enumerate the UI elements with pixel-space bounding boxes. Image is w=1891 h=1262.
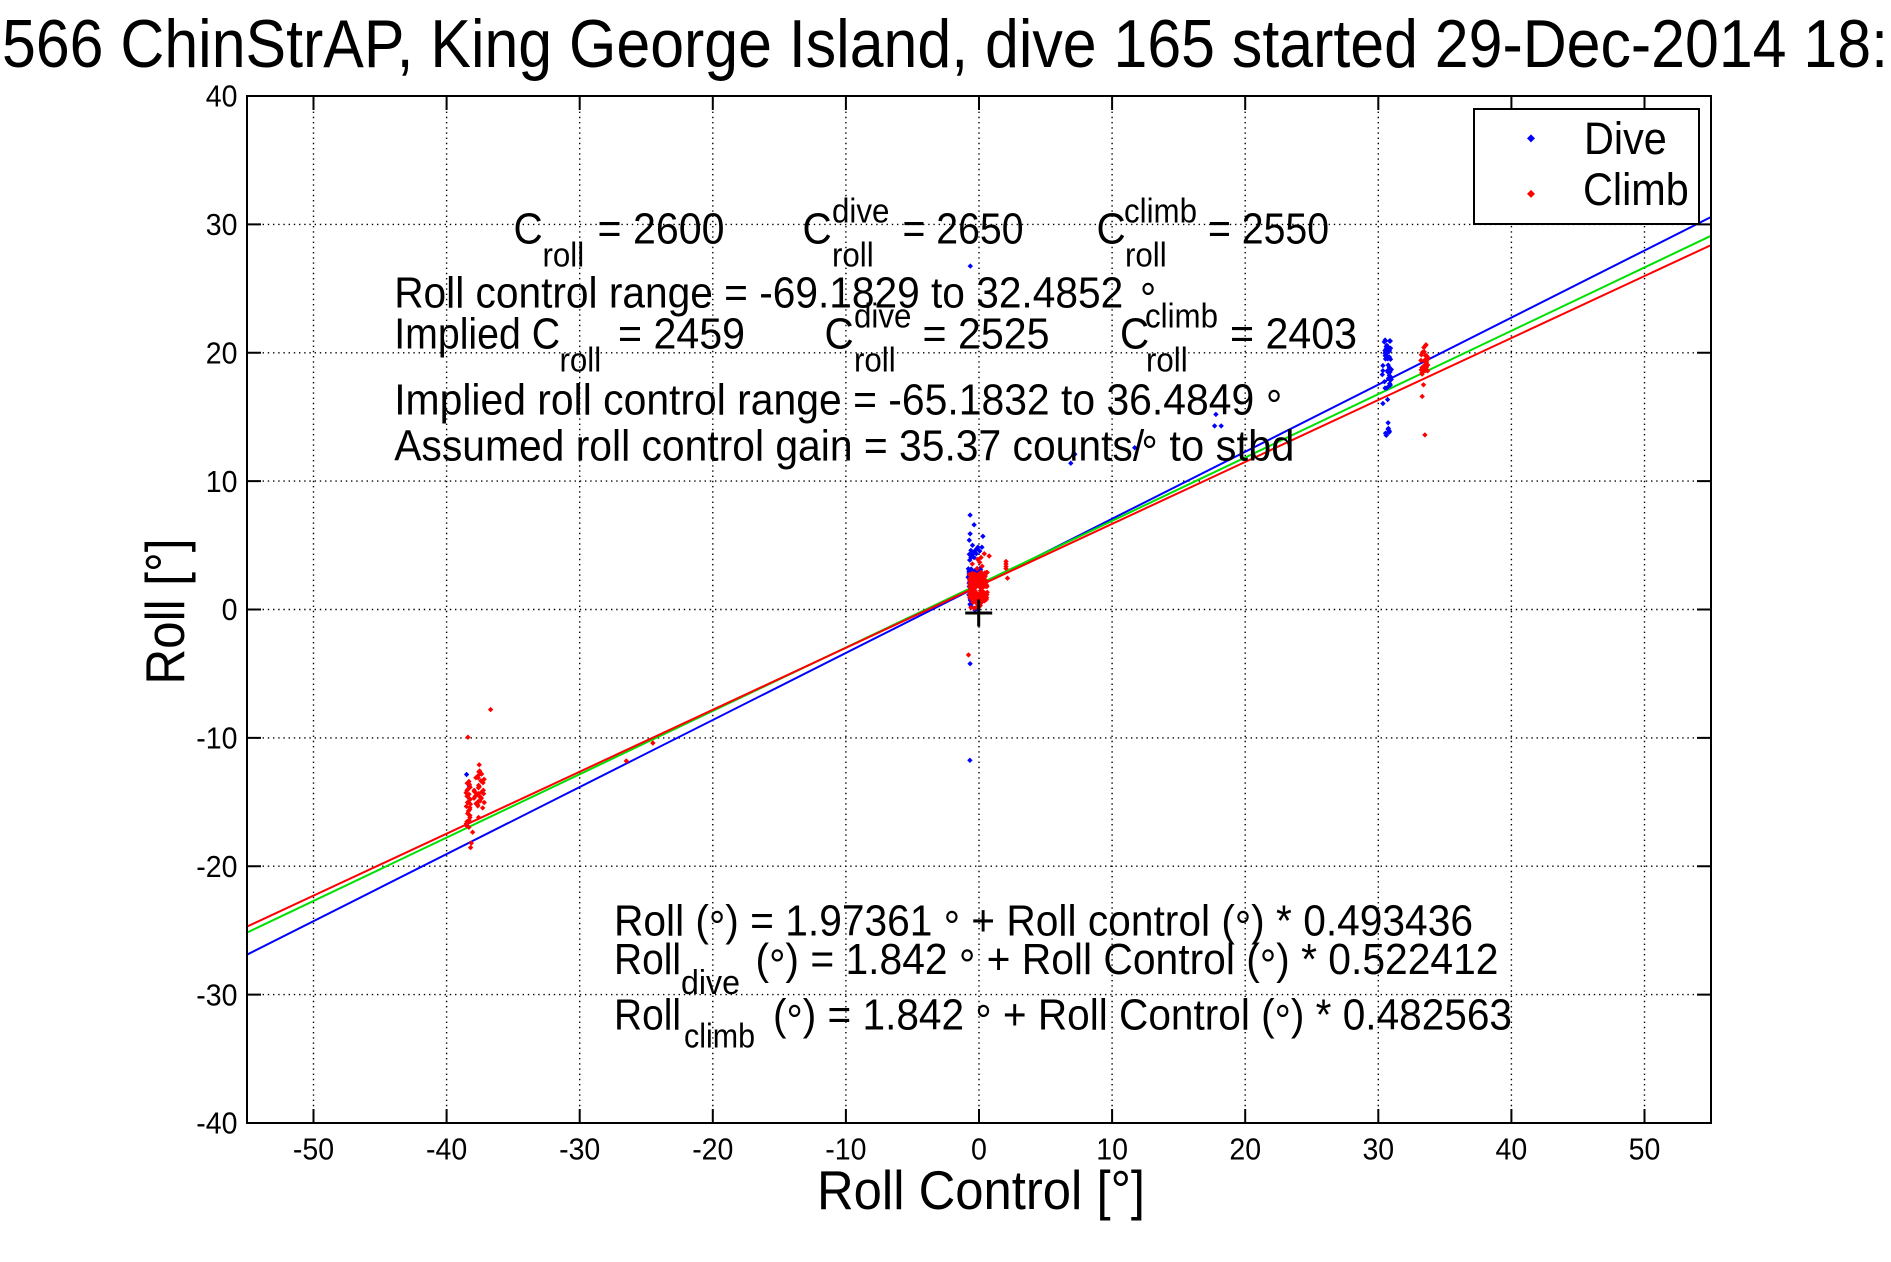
- svg-text:-40: -40: [196, 1106, 237, 1141]
- svg-text:40: 40: [206, 79, 238, 114]
- svg-text:= 2525: = 2525: [923, 310, 1050, 359]
- svg-text:-10: -10: [825, 1132, 866, 1167]
- svg-text:20: 20: [206, 335, 238, 370]
- svg-text:dive: dive: [681, 964, 740, 1002]
- svg-text:-30: -30: [196, 977, 237, 1012]
- svg-text:30: 30: [206, 207, 238, 242]
- svg-text:50: 50: [1629, 1132, 1661, 1167]
- svg-text:= 2600: = 2600: [598, 205, 725, 254]
- svg-text:climb: climb: [1124, 193, 1197, 231]
- svg-text:Assumed roll control gain = 35: Assumed roll control gain = 35.37 counts…: [394, 421, 1145, 470]
- svg-text:20: 20: [1229, 1132, 1261, 1167]
- svg-text:climb: climb: [1145, 298, 1218, 336]
- svg-text:566 ChinStrAP, King George Isl: 566 ChinStrAP, King George Island, dive …: [2, 6, 1888, 82]
- svg-text:(°) = 1.842 ° + Roll Control (: (°) = 1.842 ° + Roll Control (°) * 0.522…: [756, 935, 1499, 990]
- svg-text:= 2650: = 2650: [903, 205, 1024, 254]
- svg-text:-20: -20: [196, 849, 237, 884]
- svg-text:C: C: [825, 310, 854, 359]
- svg-text:dive: dive: [832, 193, 889, 231]
- svg-text:roll: roll: [560, 342, 602, 380]
- svg-text:(°) = 1.842 ° + Roll Control (: (°) = 1.842 ° + Roll Control (°) * 0.482…: [773, 991, 1512, 1046]
- svg-text:C: C: [1120, 310, 1149, 359]
- svg-text:Implied roll control range = -: Implied roll control range = -65.1832 to…: [394, 375, 1254, 424]
- svg-text:Roll control range = -69.1829: Roll control range = -69.1829 to 32.4852: [394, 269, 1123, 318]
- svg-text:= 2403: = 2403: [1230, 310, 1357, 359]
- svg-text:= 2550: = 2550: [1208, 205, 1329, 254]
- svg-text:-40: -40: [426, 1132, 467, 1167]
- svg-text:°: °: [1266, 381, 1282, 430]
- svg-text:30: 30: [1362, 1132, 1394, 1167]
- svg-text:10: 10: [1096, 1132, 1128, 1167]
- svg-text:Dive: Dive: [1584, 113, 1667, 164]
- svg-text:0: 0: [971, 1132, 987, 1167]
- svg-text:°: °: [1140, 275, 1156, 324]
- svg-text:0: 0: [222, 592, 238, 627]
- svg-text:C: C: [514, 205, 543, 254]
- svg-text:dive: dive: [854, 298, 911, 336]
- svg-text:C: C: [803, 205, 832, 254]
- svg-text:-50: -50: [293, 1132, 334, 1167]
- svg-text:°: °: [1142, 427, 1158, 476]
- svg-text:Climb: Climb: [1583, 164, 1689, 215]
- svg-text:roll: roll: [1146, 342, 1188, 380]
- svg-text:-10: -10: [196, 721, 237, 756]
- svg-text:Roll: Roll: [614, 935, 681, 984]
- svg-text:C: C: [1097, 205, 1126, 254]
- svg-text:-20: -20: [692, 1132, 733, 1167]
- svg-text:to stbd: to stbd: [1169, 421, 1294, 470]
- svg-text:Roll: Roll: [614, 991, 681, 1040]
- svg-text:Implied C: Implied C: [394, 310, 560, 359]
- svg-text:roll: roll: [543, 237, 585, 275]
- svg-text:climb: climb: [684, 1018, 755, 1056]
- svg-text:roll: roll: [854, 342, 896, 380]
- svg-text:40: 40: [1496, 1132, 1528, 1167]
- svg-text:roll: roll: [832, 237, 874, 275]
- svg-text:Roll Control [°]: Roll Control [°]: [817, 1159, 1145, 1221]
- svg-text:roll: roll: [1125, 237, 1167, 275]
- svg-text:= 2459: = 2459: [618, 310, 745, 359]
- svg-text:Roll (°) = 1.97361 ° + Roll co: Roll (°) = 1.97361 ° + Roll control (°) …: [614, 897, 1473, 952]
- svg-text:-30: -30: [559, 1132, 600, 1167]
- svg-text:Roll [°]: Roll [°]: [134, 539, 196, 685]
- svg-text:10: 10: [206, 464, 238, 499]
